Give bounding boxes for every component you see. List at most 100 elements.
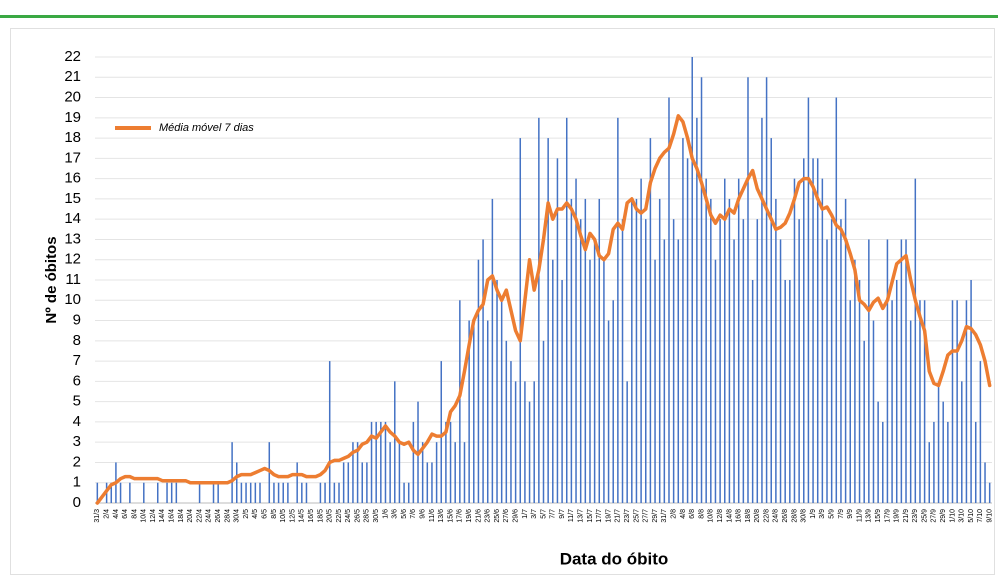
bar [807, 97, 810, 503]
bar [110, 482, 113, 503]
bar [691, 57, 693, 503]
y-tick-label: 8 [73, 332, 81, 349]
x-tick-label: 17/9 [884, 509, 891, 523]
y-tick-label: 18 [64, 129, 81, 146]
bar [826, 239, 828, 504]
x-tick-label: 27/7 [643, 509, 650, 523]
x-tick-label: 3/9 [819, 509, 826, 519]
bar [143, 482, 145, 503]
x-tick-label: 21/9 [903, 509, 910, 523]
bar [621, 219, 624, 503]
bar [338, 482, 340, 503]
x-tick-label: 25/7 [633, 509, 640, 523]
bar [882, 421, 884, 503]
bar [528, 401, 531, 503]
bar [254, 482, 257, 503]
bar [333, 482, 336, 503]
x-tick-label: 1/9 [810, 509, 817, 519]
x-tick-label: 18/4 [178, 509, 185, 523]
x-tick-label: 2/8 [670, 509, 677, 519]
bar [947, 421, 949, 503]
bar [700, 77, 703, 503]
bar [844, 198, 847, 503]
bar [863, 340, 865, 503]
x-tick-label: 1/10 [949, 509, 956, 523]
bar [598, 198, 601, 503]
y-axis-label: Nº de óbitos [43, 236, 60, 323]
x-tick-label: 28/8 [791, 509, 798, 523]
bar [575, 178, 577, 504]
bar [565, 117, 568, 504]
x-tick-label: 27/6 [503, 509, 510, 523]
bar [956, 300, 958, 503]
x-tick-label: 15/7 [587, 509, 594, 523]
bar [603, 259, 605, 503]
bar [677, 239, 680, 504]
bar [798, 219, 800, 503]
bar [426, 462, 429, 503]
x-tick-label: 11/7 [568, 509, 575, 522]
bar [324, 482, 326, 503]
x-tick-label: 29/6 [512, 509, 519, 523]
bar [129, 482, 131, 503]
bar [830, 219, 833, 503]
x-tick-label: 5/7 [540, 509, 547, 519]
bar [854, 259, 856, 503]
bar [277, 482, 280, 503]
x-tick-label: 18/8 [745, 509, 752, 523]
bar [775, 198, 777, 503]
x-tick-label: 15/9 [875, 509, 882, 523]
y-tick-label: 21 [64, 68, 81, 85]
bar [449, 421, 452, 503]
y-tick-label: 2 [73, 453, 81, 470]
bar [454, 442, 456, 503]
bar [988, 482, 991, 503]
bar [696, 117, 698, 504]
x-tick-label: 30/4 [234, 509, 241, 523]
bar [961, 381, 963, 503]
x-tick-label: 6/8 [689, 509, 696, 519]
x-tick-label: 21/6 [475, 509, 482, 523]
bar [714, 259, 717, 503]
bar [631, 198, 633, 503]
x-tick-label: 10/5 [280, 509, 287, 523]
bar [905, 239, 907, 504]
bar [431, 462, 433, 503]
x-tick-label: 20/5 [327, 509, 334, 523]
x-tick-label: 25/6 [494, 509, 501, 523]
bar [742, 219, 745, 503]
x-tick-label: 17/7 [596, 509, 603, 523]
x-tick-label: 12/4 [150, 509, 157, 523]
bar [500, 300, 503, 503]
bar [891, 300, 893, 503]
x-tick-label: 21/7 [615, 509, 622, 523]
bar [784, 280, 786, 503]
x-tick-label: 19/6 [466, 509, 473, 523]
bar [370, 421, 373, 503]
bar [570, 198, 573, 503]
bar [737, 178, 740, 504]
x-tick-label: 28/4 [224, 509, 231, 523]
x-tick-label: 11/9 [856, 509, 863, 522]
bar [617, 117, 619, 504]
x-tick-label: 29/7 [652, 509, 659, 523]
bar [491, 198, 494, 503]
y-tick-label: 10 [64, 291, 81, 308]
bar [812, 158, 814, 503]
bar [886, 239, 889, 504]
bar [273, 482, 275, 503]
bar [468, 320, 470, 503]
bar [96, 482, 99, 503]
bar [835, 97, 838, 503]
bar [607, 320, 610, 503]
y-tick-label: 19 [64, 109, 81, 126]
bar [380, 421, 382, 503]
bar [858, 280, 861, 503]
x-tick-label: 26/5 [354, 509, 361, 523]
bar [217, 482, 219, 503]
y-tick-label: 22 [64, 48, 81, 65]
bar [366, 462, 368, 503]
bar [979, 361, 982, 503]
x-tick-label: 4/5 [252, 509, 259, 519]
